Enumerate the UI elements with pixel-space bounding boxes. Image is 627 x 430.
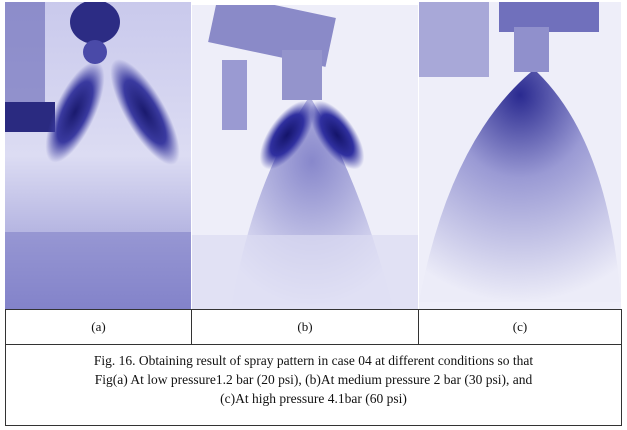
- panel-label: (a): [5, 309, 192, 345]
- caption-line: (c)At high pressure 4.1bar (60 psi): [220, 391, 407, 406]
- photo-b: [192, 5, 418, 310]
- panel-label: (c): [418, 309, 622, 345]
- panel-label: (b): [191, 309, 419, 345]
- caption-line: Fig(a) At low pressure1.2 bar (20 psi), …: [94, 372, 533, 387]
- caption-line: Fig. 16. Obtaining result of spray patte…: [93, 353, 534, 368]
- caption: Fig. 16. Obtaining result of spray patte…: [5, 344, 622, 426]
- photo-c: [419, 2, 621, 310]
- photo-a: [5, 2, 191, 310]
